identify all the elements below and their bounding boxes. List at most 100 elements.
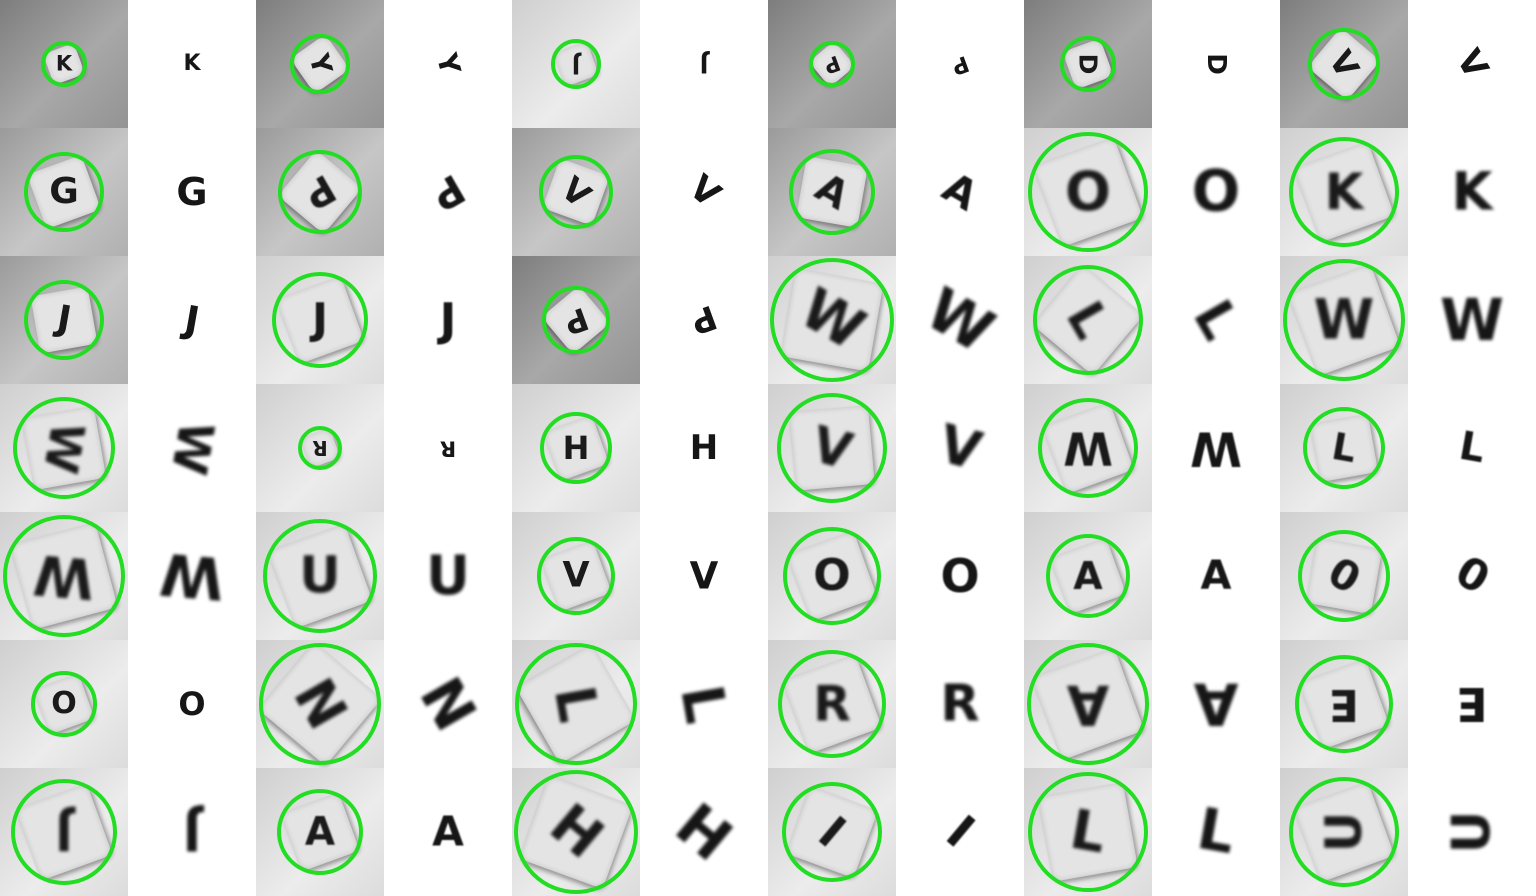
detection-ring	[24, 152, 104, 232]
cropped-letter-cell: H	[640, 768, 768, 896]
photo-cell: W	[0, 512, 128, 640]
detection-ring	[1038, 398, 1138, 498]
detection-ring	[263, 519, 377, 633]
detection-ring	[3, 515, 125, 637]
cropped-letter: H	[662, 789, 746, 875]
cropped-letter: N	[406, 665, 490, 743]
cropped-letter-cell: D	[1152, 0, 1280, 128]
cropped-letter: V	[689, 554, 719, 598]
cropped-letter-cell: L	[1152, 768, 1280, 896]
cropped-letter: L	[1192, 795, 1240, 868]
cropped-letter: J	[439, 293, 457, 347]
photo-cell: R	[256, 384, 384, 512]
cropped-letter-cell: V	[640, 512, 768, 640]
photo-cell: O	[1024, 128, 1152, 256]
detection-ring	[13, 397, 115, 499]
detection-ring	[782, 782, 882, 882]
cropped-letter: W	[914, 273, 1006, 367]
cropped-letter-cell: 0	[1408, 512, 1536, 640]
detection-ring	[31, 671, 97, 737]
cropped-letter-cell: W	[1408, 256, 1536, 384]
detection-ring	[540, 412, 612, 484]
cropped-letter-cell: P	[640, 256, 768, 384]
detection-ring	[789, 149, 875, 235]
cropped-letter: W	[1190, 420, 1242, 476]
detection-ring	[272, 272, 368, 368]
cropped-letter: P	[423, 164, 473, 220]
photo-cell: K	[1280, 128, 1408, 256]
cropped-letter-cell: L	[1408, 384, 1536, 512]
cropped-letter: I	[935, 805, 985, 859]
cropped-letter: O	[178, 685, 206, 723]
photo-cell: P	[512, 256, 640, 384]
cropped-letter-cell: P	[384, 128, 512, 256]
cropped-letter-cell: L	[640, 640, 768, 768]
detection-ring	[278, 150, 362, 234]
photo-cell: J	[0, 768, 128, 896]
photo-cell: L	[512, 640, 640, 768]
photo-cell: J	[256, 256, 384, 384]
photo-cell: N	[256, 640, 384, 768]
detection-ring	[1033, 265, 1143, 375]
cropped-letter-cell: U	[1408, 768, 1536, 896]
cropped-letter: V	[1448, 42, 1496, 86]
photo-cell: L	[1024, 768, 1152, 896]
cropped-letter-cell: A	[896, 128, 1024, 256]
cropped-letter-cell: G	[128, 128, 256, 256]
photo-cell: V	[768, 384, 896, 512]
photo-cell: I	[768, 768, 896, 896]
photo-cell: A	[1024, 512, 1152, 640]
detection-ring	[783, 527, 881, 625]
detection-ring	[1060, 36, 1116, 92]
detection-ring	[1308, 28, 1380, 100]
cropped-letter-cell: J	[128, 768, 256, 896]
photo-cell: D	[1024, 0, 1152, 128]
cropped-letter: Y	[429, 49, 468, 78]
cropped-letter-cell: L	[1152, 256, 1280, 384]
cropped-letter-cell: J	[384, 256, 512, 384]
cropped-letter-cell: A	[384, 768, 512, 896]
detection-ring	[515, 643, 637, 765]
cropped-letter-cell: U	[384, 512, 512, 640]
photo-cell: U	[1280, 768, 1408, 896]
photo-cell: W	[0, 384, 128, 512]
cropped-letter-cell: R	[896, 640, 1024, 768]
detection-ring	[1283, 259, 1405, 381]
photo-cell: A	[768, 128, 896, 256]
photo-cell: V	[1280, 0, 1408, 128]
cropped-letter-cell: W	[896, 256, 1024, 384]
photo-cell: Y	[256, 0, 384, 128]
photo-cell: A	[1024, 640, 1152, 768]
photo-cell: W	[1024, 384, 1152, 512]
cropped-letter-cell: W	[1152, 384, 1280, 512]
cropped-letter-cell: O	[128, 640, 256, 768]
photo-cell: O	[768, 512, 896, 640]
detection-ring	[1303, 407, 1385, 489]
cropped-letter: J	[181, 297, 203, 343]
photo-cell: H	[512, 768, 640, 896]
detection-ring	[11, 779, 117, 885]
detection-ring	[539, 155, 613, 229]
photo-cell: P	[256, 128, 384, 256]
cropped-letter: W	[159, 417, 225, 479]
cropped-letter: O	[1191, 158, 1241, 225]
cropped-letter: E	[1456, 677, 1488, 731]
cropped-letter-cell: H	[640, 384, 768, 512]
cropped-letter-cell: J	[128, 256, 256, 384]
cropped-letter: D	[1201, 53, 1231, 75]
cropped-letter-cell: O	[1152, 128, 1280, 256]
cropped-letter-cell: R	[384, 384, 512, 512]
cropped-letter: K	[1451, 161, 1493, 223]
photo-cell: A	[256, 768, 384, 896]
cropped-letter: K	[183, 51, 201, 76]
cropped-letter-cell: K	[1408, 128, 1536, 256]
cropped-letter-cell: P	[896, 0, 1024, 128]
detection-ring	[809, 41, 855, 87]
detection-ring	[770, 258, 894, 382]
